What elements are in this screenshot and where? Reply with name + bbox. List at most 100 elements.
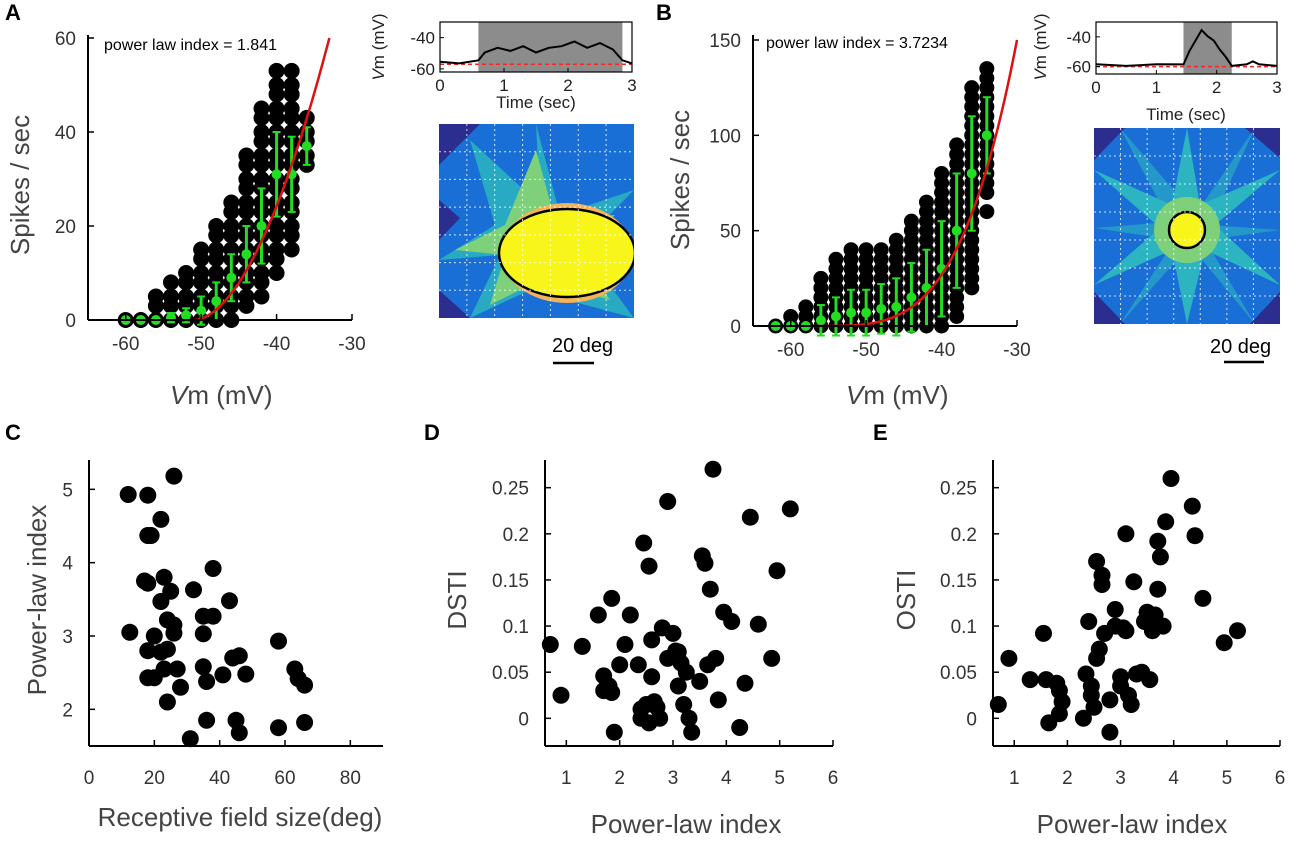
scatter-point (162, 582, 180, 600)
scatter-point (165, 624, 183, 642)
scatter-point (888, 232, 904, 248)
scatter-point (253, 100, 270, 117)
mean-point (271, 169, 282, 180)
scatter-point (193, 265, 210, 281)
scatter-point (843, 242, 859, 258)
panel-letter-e: E (873, 420, 888, 445)
scatter-point (270, 632, 287, 650)
x-tick-label: -50 (852, 340, 879, 361)
scatter-point (208, 265, 225, 281)
panel-b-rf-dark-corner-tr (1245, 128, 1280, 158)
mean-point (846, 307, 857, 318)
panel-a-trace-x-label: Time (sec) (496, 93, 576, 112)
x-tick-label: 2 (1062, 768, 1073, 789)
panel-e-x-axis-label: Power-law index (1037, 809, 1228, 839)
scatter-point (268, 265, 285, 281)
scatter-point (731, 719, 749, 736)
panel-a-trace-line (440, 40, 632, 65)
scatter-point (704, 460, 722, 478)
panel-b-trace-frame (1095, 21, 1278, 75)
scatter-point (204, 560, 222, 577)
y-tick-label: 0.05 (492, 663, 529, 684)
scatter-point (296, 714, 314, 731)
scatter-point (643, 668, 661, 686)
panel-a-scatter-plot: -60 -50 -40 -30 0 20 40 60 power law index = 1.… (5, 29, 366, 410)
y-tick-label: 0.2 (503, 525, 529, 546)
panel-a-trace-ylabel-italic: V (369, 68, 388, 81)
y-tick-label: 0 (730, 317, 741, 338)
scatter-point (283, 218, 300, 234)
scatter-point (142, 527, 160, 544)
scatter-point (605, 723, 623, 741)
y-tick-label: 0.15 (492, 571, 529, 592)
scatter-point (813, 270, 829, 286)
scatter-point (1080, 613, 1098, 630)
scatter-point (783, 308, 799, 324)
panel-a-power-law-annotation: power law index = 1.841 (104, 37, 277, 54)
scatter-point (253, 124, 270, 140)
scatter-point (643, 631, 661, 649)
y-tick-label: 60 (55, 29, 76, 50)
panel-a-trace-y-label: Vm (mV) (369, 13, 388, 80)
panel-b-rf-dark-corner-br (1250, 292, 1280, 324)
panel-b-trace-line (1096, 28, 1277, 67)
panel-b-rf-dark-corner-tl (1094, 128, 1125, 160)
scatter-point (158, 693, 176, 711)
x-tick-label: 0 (84, 768, 95, 789)
scatter-point (121, 623, 139, 641)
scatter-point (1122, 696, 1140, 713)
scatter-point (253, 171, 270, 187)
y-tick-label: 0 (65, 311, 76, 332)
panel-e-ticks: 1 2 3 4 5 6 0 0.05 0.1 0.15 0.2 0.25 (940, 479, 1285, 789)
panel-a-rf-ellipse (497, 207, 634, 299)
y-tick-label: 0 (518, 709, 529, 730)
panel-letter-d: D (424, 420, 440, 445)
mean-point (951, 225, 962, 236)
scatter-point (198, 673, 216, 690)
panel-c-data-dots (119, 467, 314, 748)
scatter-point (1117, 525, 1135, 543)
panel-b-vm-trace: 0 1 2 3 -40 -60 Time (sec) Vm (mV) (1031, 13, 1282, 124)
panel-b-trace-x-label: Time (sec) (1146, 105, 1226, 124)
scatter-point (1194, 589, 1212, 607)
scatter-point (683, 723, 701, 741)
scatter-point (238, 147, 255, 164)
scatter-point (268, 62, 285, 79)
panel-a-rf-dark-corner (439, 124, 480, 165)
y-tick-label: 150 (709, 31, 741, 52)
mean-point (256, 221, 267, 231)
y-tick-label: 20 (55, 217, 76, 238)
x-tick-label: 4 (721, 768, 732, 789)
scatter-point (635, 534, 653, 552)
scatter-point (1149, 532, 1167, 550)
scatter-point (198, 711, 216, 729)
y-tick-label: 40 (55, 123, 76, 144)
scatter-point (1035, 624, 1052, 642)
scatter-point (221, 592, 238, 610)
y-tick-label: 0 (966, 709, 977, 730)
scatter-point (1090, 640, 1108, 658)
panel-b-x-axis-label: Vm (mV) (846, 380, 949, 410)
scatter-point (768, 562, 786, 580)
scatter-point (964, 80, 980, 96)
scatter-point (230, 647, 248, 665)
scatter-point (168, 660, 186, 678)
mean-point (891, 301, 902, 312)
scatter-point (798, 299, 814, 315)
scatter-point (139, 574, 157, 592)
scatter-point (611, 656, 629, 674)
scatter-point (208, 241, 225, 258)
scatter-point (552, 686, 570, 704)
scatter-point (736, 674, 754, 692)
scatter-point (238, 194, 255, 211)
x-tick-label: 1 (499, 76, 508, 95)
scatter-point (283, 62, 300, 79)
scatter-point (828, 251, 844, 267)
x-tick-label: -60 (777, 340, 804, 361)
scatter-point (162, 288, 179, 305)
scatter-point (696, 554, 714, 572)
scatter-point (669, 677, 687, 695)
panel-b-xlabel-rest: m (mV) (863, 380, 948, 410)
scatter-point (1183, 497, 1201, 515)
